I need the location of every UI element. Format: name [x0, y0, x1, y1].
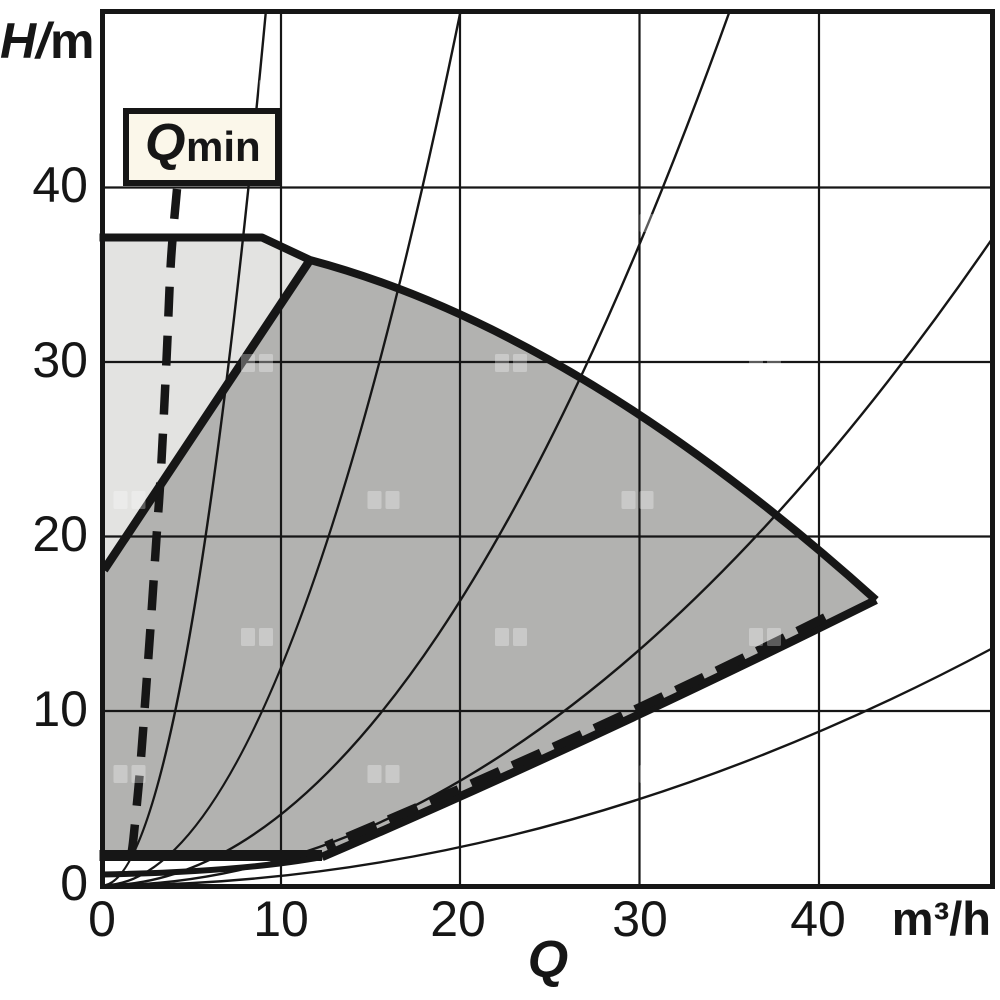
svg-text:Q: Q — [145, 114, 185, 172]
svg-text:0: 0 — [60, 855, 88, 911]
svg-text:40: 40 — [790, 891, 846, 947]
svg-text:min: min — [186, 123, 261, 170]
svg-text:30: 30 — [32, 332, 88, 388]
svg-text:10: 10 — [32, 681, 88, 737]
svg-text:30: 30 — [612, 891, 668, 947]
svg-text:m³/h: m³/h — [892, 892, 991, 945]
svg-text:0: 0 — [88, 891, 116, 947]
svg-text:Q: Q — [528, 931, 568, 989]
svg-text:H/m: H/m — [0, 13, 94, 69]
svg-text:10: 10 — [253, 891, 309, 947]
svg-text:20: 20 — [32, 506, 88, 562]
svg-text:40: 40 — [32, 157, 88, 213]
svg-text:20: 20 — [430, 891, 486, 947]
